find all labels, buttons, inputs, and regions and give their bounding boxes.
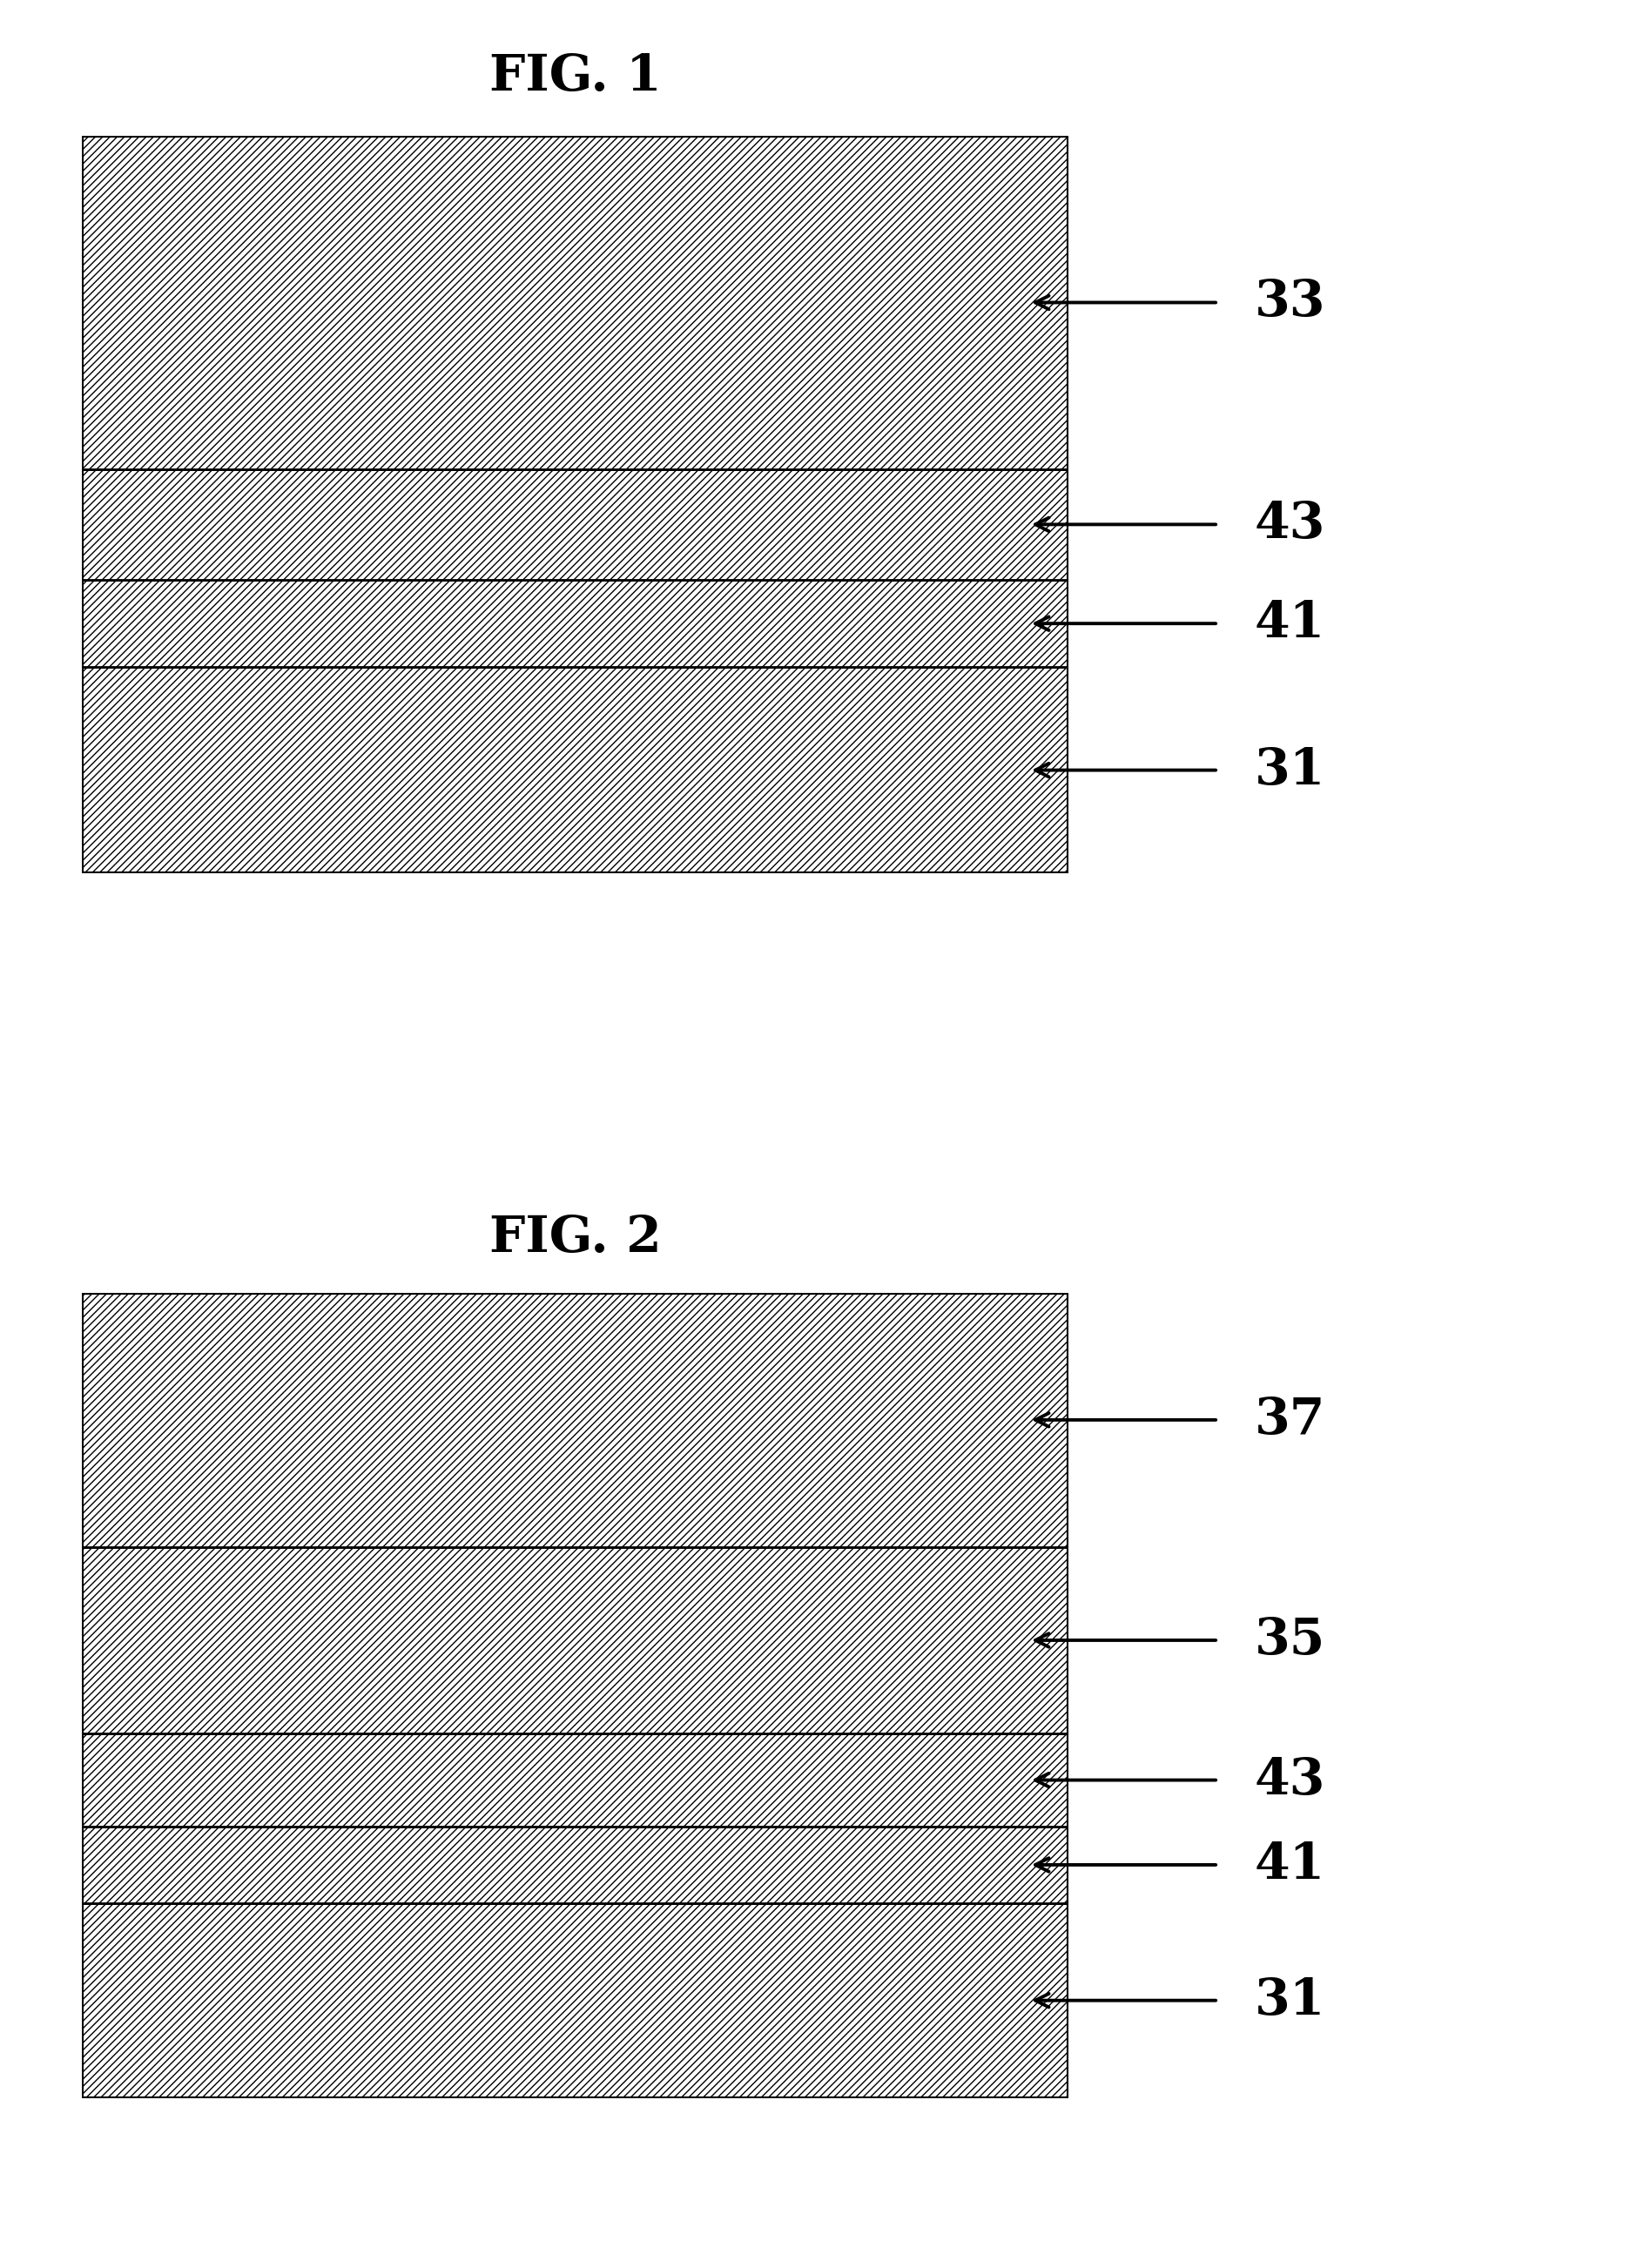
Bar xyxy=(82,1293,1069,1547)
Text: 41: 41 xyxy=(1254,1839,1325,1889)
Text: FIG. 2: FIG. 2 xyxy=(490,1213,661,1263)
Text: 41: 41 xyxy=(1254,599,1325,649)
Bar xyxy=(82,1547,1069,1733)
Bar xyxy=(82,469,1069,581)
Bar xyxy=(82,667,1069,873)
Bar xyxy=(82,1293,1069,1547)
Bar xyxy=(82,136,1069,469)
Text: FIG. 1: FIG. 1 xyxy=(490,52,661,102)
Text: 33: 33 xyxy=(1254,279,1325,327)
Bar xyxy=(82,1903,1069,2098)
Bar xyxy=(82,1826,1069,1903)
Text: 31: 31 xyxy=(1254,746,1325,794)
Text: 43: 43 xyxy=(1254,499,1325,549)
Bar xyxy=(82,1733,1069,1826)
Text: 43: 43 xyxy=(1254,1755,1325,1805)
Bar xyxy=(82,581,1069,667)
Bar xyxy=(82,667,1069,873)
Bar xyxy=(82,1903,1069,2098)
Bar xyxy=(82,1733,1069,1826)
Text: 35: 35 xyxy=(1254,1615,1325,1665)
Bar xyxy=(82,581,1069,667)
Bar xyxy=(82,1547,1069,1733)
Text: 31: 31 xyxy=(1254,1975,1325,2025)
Bar xyxy=(82,469,1069,581)
Bar xyxy=(82,136,1069,469)
Text: 37: 37 xyxy=(1254,1395,1325,1445)
Bar xyxy=(82,1826,1069,1903)
